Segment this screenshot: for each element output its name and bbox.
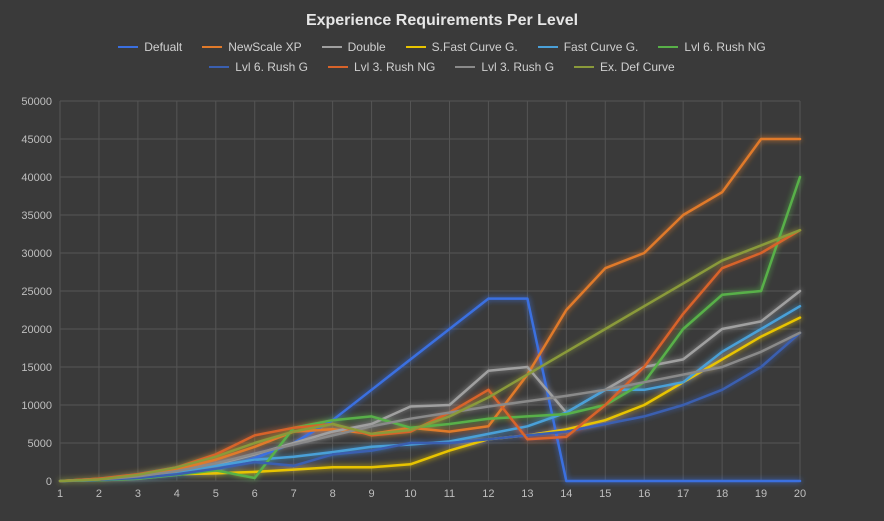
legend-item: Fast Curve G.	[538, 40, 639, 54]
legend-swatch	[574, 66, 594, 69]
plot-area: 0 5000 10000 15000 20000 25000 30000 35000 40000…	[10, 96, 830, 521]
legend-label: Defualt	[144, 40, 182, 54]
series-line	[60, 139, 800, 481]
chart-container: Experience Requirements Per Level Defual…	[0, 0, 884, 521]
series-line	[60, 299, 800, 481]
legend-label: Double	[348, 40, 386, 54]
y-tick-label: 10000	[21, 400, 52, 412]
legend-swatch	[538, 46, 558, 49]
legend-label: Lvl 3. Rush G	[481, 60, 554, 74]
legend-label: NewScale XP	[228, 40, 301, 54]
legend-label: S.Fast Curve G.	[432, 40, 518, 54]
x-tick-label: 2	[96, 488, 102, 500]
legend-item: Lvl 3. Rush G	[455, 60, 554, 74]
legend-label: Ex. Def Curve	[600, 60, 675, 74]
x-tick-label: 6	[252, 488, 258, 500]
y-tick-label: 25000	[21, 286, 52, 298]
x-tick-label: 11	[444, 488, 455, 500]
legend-swatch	[328, 66, 348, 69]
legend-swatch	[322, 46, 342, 49]
x-tick-label: 5	[213, 488, 219, 500]
legend-item: Defualt	[118, 40, 182, 54]
x-tick-label: 13	[521, 488, 533, 500]
y-tick-label: 35000	[21, 210, 52, 222]
x-tick-label: 9	[369, 488, 375, 500]
x-tick-label: 19	[755, 488, 767, 500]
legend-label: Fast Curve G.	[564, 40, 639, 54]
y-tick-label: 15000	[21, 362, 52, 374]
legend-swatch	[455, 66, 475, 69]
x-tick-label: 14	[560, 488, 572, 500]
x-tick-label: 8	[330, 488, 336, 500]
legend-item: Double	[322, 40, 386, 54]
legend-item: Lvl 6. Rush G	[209, 60, 308, 74]
legend-swatch	[202, 46, 222, 49]
x-tick-label: 7	[291, 488, 297, 500]
x-tick-label: 16	[638, 488, 650, 500]
x-tick-label: 4	[174, 488, 180, 500]
legend-swatch	[658, 46, 678, 49]
x-tick-label: 10	[404, 488, 416, 500]
y-tick-label: 5000	[28, 438, 52, 450]
x-tick-label: 15	[599, 488, 611, 500]
x-tick-label: 1	[57, 488, 63, 500]
legend-item: NewScale XP	[202, 40, 301, 54]
x-tick-label: 3	[135, 488, 141, 500]
y-tick-label: 20000	[21, 324, 52, 336]
legend-label: Lvl 3. Rush NG	[354, 60, 435, 74]
y-tick-label: 45000	[21, 134, 52, 146]
x-tick-label: 17	[677, 488, 689, 500]
x-tick-label: 20	[794, 488, 806, 500]
legend-item: Lvl 6. Rush NG	[658, 40, 765, 54]
y-tick-label: 40000	[21, 172, 52, 184]
legend-swatch	[406, 46, 426, 49]
legend-item: Ex. Def Curve	[574, 60, 675, 74]
series-line	[60, 306, 800, 481]
gridlines: 0 5000 10000 15000 20000 25000 30000 35000 40000…	[21, 96, 806, 500]
series-line	[60, 291, 800, 481]
legend-swatch	[209, 66, 229, 69]
y-tick-label: 0	[46, 476, 52, 488]
legend-swatch	[118, 46, 138, 49]
series-group	[60, 139, 800, 481]
legend-label: Lvl 6. Rush NG	[684, 40, 765, 54]
x-tick-label: 18	[716, 488, 728, 500]
legend: Defualt NewScale XP Double S.Fast Curve G. F…	[0, 40, 884, 74]
legend-item: S.Fast Curve G.	[406, 40, 518, 54]
x-tick-label: 12	[482, 488, 494, 500]
series-line	[60, 318, 800, 481]
y-tick-label: 50000	[21, 96, 52, 108]
legend-label: Lvl 6. Rush G	[235, 60, 308, 74]
legend-item: Lvl 3. Rush NG	[328, 60, 435, 74]
chart-title: Experience Requirements Per Level	[0, 12, 884, 30]
y-tick-label: 30000	[21, 248, 52, 260]
